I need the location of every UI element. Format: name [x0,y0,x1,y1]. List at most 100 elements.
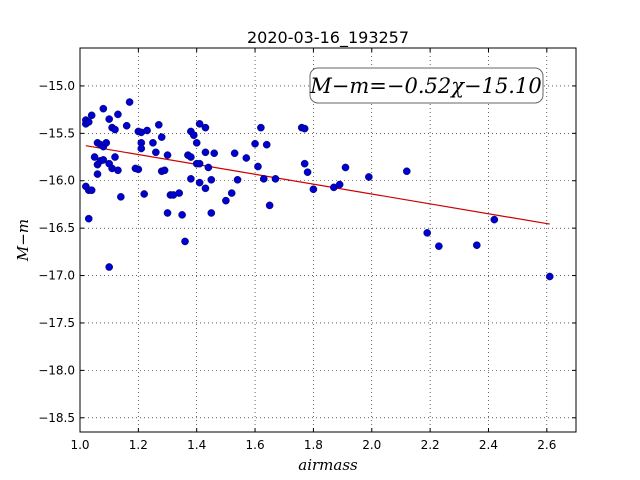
chart-title: 2020-03-16_193257 [247,28,409,48]
data-point [105,115,113,123]
data-point [111,153,119,161]
x-axis-label: airmass [298,456,358,474]
data-point [114,110,122,119]
data-point [423,229,432,237]
data-point [365,173,373,181]
data-point [300,124,309,133]
data-point [134,165,143,174]
y-tick-label: −16.5 [38,221,75,235]
data-point [105,263,113,271]
data-point [163,151,172,159]
data-point [175,189,183,197]
data-point [117,193,125,201]
data-point [93,170,102,178]
x-tick-label: 1.6 [246,438,265,452]
ticks-layer: 1.0 1.2 1.4 1.6 1.8 2.0 2.2 2.4 2.6 −15.0 −15.5 −16… [38,48,576,452]
grid [79,48,576,432]
data-point [207,175,216,184]
data-point [90,153,99,161]
data-point [201,184,210,193]
data-point [157,133,166,141]
x-tick-label: 1.2 [129,438,148,452]
data-point [187,153,195,161]
y-axis-label: M−m [14,219,32,262]
data-point [99,104,108,113]
data-point [402,167,411,176]
data-point [84,118,93,126]
data-point [125,98,134,106]
data-point [242,154,251,162]
data-point [87,111,96,120]
y-tick-label: −17.5 [38,316,75,330]
data-point [114,166,122,175]
data-point [137,144,146,153]
y-tick-label: −17.0 [38,269,75,283]
y-tick-label: −18.5 [38,411,75,425]
data-point [335,180,344,189]
data-point [254,162,262,171]
y-tick-label: −16.0 [38,174,75,188]
annotation-box [309,67,544,104]
y-tick-label: −15.0 [38,79,75,93]
data-point [149,139,157,147]
data-point [341,163,350,172]
data-point [102,139,111,147]
data-point [251,139,259,148]
x-tick-label: 2.6 [537,438,556,452]
data-point [140,190,148,198]
data-point [201,123,210,132]
data-point [195,178,204,187]
data-point [265,201,274,210]
y-tick-label: −15.5 [38,126,75,140]
data-point [178,211,186,219]
fit-equation-annotation: M−m=−0.52χ−15.10 [309,67,544,104]
data-point [201,148,210,157]
x-tick-label: 2.4 [479,438,498,452]
plot-frame [79,47,577,433]
y-tick-label: −18.0 [38,363,75,377]
data-point [195,159,204,168]
data-point [189,131,198,140]
x-tick-label: 1.8 [304,438,323,452]
data-point [111,125,119,134]
data-point [300,159,309,168]
data-point [192,139,201,147]
data-point [271,175,280,183]
data-point [84,214,93,223]
x-tick-label: 1.4 [187,438,206,452]
data-point [490,215,499,224]
data-point [435,242,443,250]
data-point [545,272,554,281]
data-point [309,185,318,194]
fit-line [85,145,550,225]
data-point [160,166,169,175]
data-point [210,149,219,158]
fit-line-layer [85,145,550,225]
data-point [163,209,172,217]
data-point [222,196,230,205]
data-point [87,186,96,195]
data-point [472,241,481,250]
data-point [233,175,242,184]
data-point [204,163,213,172]
data-point [99,156,108,164]
points-layer [82,98,554,281]
data-point [195,120,204,128]
data-point [227,189,236,197]
x-tick-label: 2.0 [362,438,381,452]
data-point [187,175,195,183]
data-point [152,148,160,157]
data-point [154,121,163,129]
annotation-text: M−m=−0.52χ−15.10 [309,74,541,98]
data-point [262,140,271,149]
data-point [230,149,239,158]
data-point [260,175,268,183]
data-point [207,209,216,217]
data-point [122,121,131,130]
data-point [181,237,189,246]
data-point [143,126,151,135]
data-point [303,168,312,177]
x-tick-label: 1.0 [70,438,89,452]
data-point [257,123,265,132]
